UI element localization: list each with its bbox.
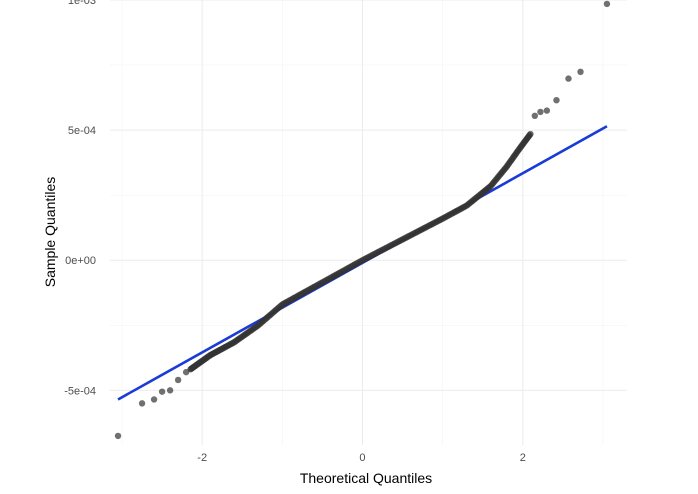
sample-point	[537, 108, 544, 116]
sample-point	[114, 432, 122, 440]
sample-points	[114, 0, 611, 440]
sample-point	[527, 130, 534, 138]
sample-point	[553, 96, 560, 104]
sample-point	[158, 388, 166, 395]
y-axis-title: Sample Quantiles	[42, 177, 58, 288]
sample-point	[565, 75, 572, 82]
x-tick-label: 0	[359, 452, 365, 464]
y-tick-label: 0e+00	[65, 255, 96, 267]
x-axis-title: Theoretical Quantiles	[300, 470, 432, 486]
tick-labels: -2 0 2 -5e-04 0e+00 5e-04 1e-03	[64, 0, 526, 464]
sample-point	[174, 376, 182, 384]
sample-point	[577, 68, 584, 76]
x-tick-label: 2	[520, 452, 526, 464]
y-tick-label: 5e-04	[68, 125, 96, 137]
x-tick-label: -2	[197, 452, 207, 464]
sample-point	[138, 400, 146, 407]
y-tick-label: 1e-03	[68, 0, 96, 7]
sample-point	[543, 107, 551, 114]
sample-point	[531, 112, 539, 120]
y-tick-label: -5e-04	[64, 385, 96, 397]
sample-point	[603, 0, 611, 8]
sample-point	[182, 368, 190, 376]
grid	[110, 0, 627, 445]
sample-point	[150, 396, 158, 403]
sample-point	[166, 387, 174, 394]
